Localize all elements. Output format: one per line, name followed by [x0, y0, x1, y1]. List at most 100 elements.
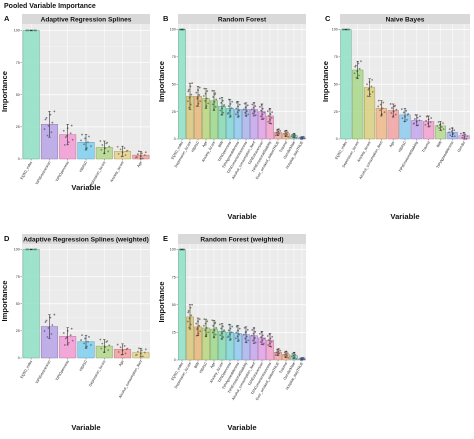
data-point: [267, 115, 270, 117]
y-tick-label: 75: [172, 55, 176, 59]
data-point: [69, 132, 72, 135]
data-point: [123, 147, 126, 149]
data-point: [222, 336, 225, 338]
data-point: [49, 113, 52, 116]
data-point: [358, 68, 361, 70]
data-point: [101, 144, 104, 146]
data-point: [226, 112, 229, 115]
data-point: [247, 339, 250, 342]
data-point: [227, 329, 230, 332]
data-point: [84, 137, 86, 140]
x-axis-label: Variable: [71, 183, 100, 192]
data-point: [284, 135, 287, 137]
data-point: [119, 148, 122, 151]
data-point: [67, 141, 70, 144]
x-axis-label: Variable: [71, 423, 100, 432]
data-point: [267, 344, 270, 346]
data-point: [279, 349, 282, 352]
y-tick-label: 25: [172, 331, 176, 335]
data-point: [99, 140, 102, 142]
data-point: [135, 354, 137, 357]
data-point: [219, 109, 222, 112]
data-point: [84, 337, 86, 340]
bar: [352, 69, 364, 140]
data-point: [301, 136, 304, 139]
x-tick-label: HBA1C: [199, 361, 209, 374]
data-point: [107, 150, 110, 153]
data-point: [63, 143, 66, 146]
data-point: [453, 129, 456, 132]
data-point: [213, 322, 216, 325]
data-point: [414, 114, 417, 116]
data-point: [251, 328, 254, 331]
data-point: [124, 352, 127, 355]
data-point: [207, 102, 210, 105]
data-point: [259, 115, 262, 118]
data-point: [245, 335, 248, 338]
data-point: [401, 117, 404, 120]
data-point: [80, 339, 82, 341]
y-tick-label: 100: [170, 28, 176, 32]
data-point: [51, 121, 54, 124]
y-tick-label: 100: [332, 28, 338, 32]
y-tick-label: 50: [16, 302, 20, 306]
data-point: [117, 152, 120, 155]
y-tick-label: 25: [334, 110, 338, 114]
panel-letter: A: [4, 14, 10, 23]
data-point: [62, 332, 65, 334]
data-point: [186, 100, 189, 103]
x-tick-label: HBA1C: [398, 140, 408, 153]
data-point: [353, 72, 356, 75]
data-point: [270, 340, 273, 343]
data-point: [211, 319, 214, 322]
data-point: [27, 248, 30, 251]
data-point: [196, 97, 199, 100]
data-point: [214, 105, 217, 108]
data-point: [258, 332, 261, 335]
data-point: [206, 320, 209, 323]
data-point: [144, 151, 147, 154]
data-point: [218, 323, 221, 326]
data-point: [81, 133, 83, 136]
data-point: [71, 339, 74, 342]
data-point: [187, 309, 190, 312]
data-point: [35, 248, 37, 251]
data-point: [274, 134, 277, 137]
y-tick-label: 50: [16, 93, 20, 97]
data-point: [295, 137, 298, 139]
data-point: [218, 97, 221, 100]
data-point: [65, 134, 68, 137]
panel-letter: C: [325, 14, 331, 23]
data-point: [402, 111, 405, 114]
data-point: [231, 325, 234, 328]
data-point: [212, 96, 215, 98]
data-point: [414, 118, 416, 120]
data-point: [242, 108, 245, 111]
data-point: [391, 107, 393, 109]
x-tick-label: HBA1C: [79, 160, 89, 173]
panel-letter: D: [4, 234, 10, 243]
data-point: [254, 341, 257, 344]
data-point: [425, 119, 427, 122]
data-point: [276, 129, 279, 131]
data-point: [203, 318, 206, 321]
data-point: [293, 356, 296, 359]
x-axis-label: Variable: [227, 212, 256, 221]
data-point: [390, 112, 393, 114]
data-point: [211, 89, 214, 92]
figure-title: Pooled Variable Importance: [4, 3, 96, 10]
data-point: [254, 105, 257, 108]
data-point: [287, 135, 290, 138]
x-tick-label: HBA1C: [79, 359, 89, 372]
x-tick-label: TIPIOpenness: [55, 160, 70, 182]
data-point: [104, 147, 107, 150]
data-point: [116, 145, 119, 148]
data-point: [381, 107, 384, 110]
x-tick-label: Age: [118, 360, 125, 368]
data-point: [393, 105, 396, 108]
data-point: [464, 133, 467, 136]
bar: [340, 29, 352, 140]
data-point: [437, 121, 440, 123]
data-point: [278, 132, 281, 135]
data-point: [254, 330, 257, 333]
